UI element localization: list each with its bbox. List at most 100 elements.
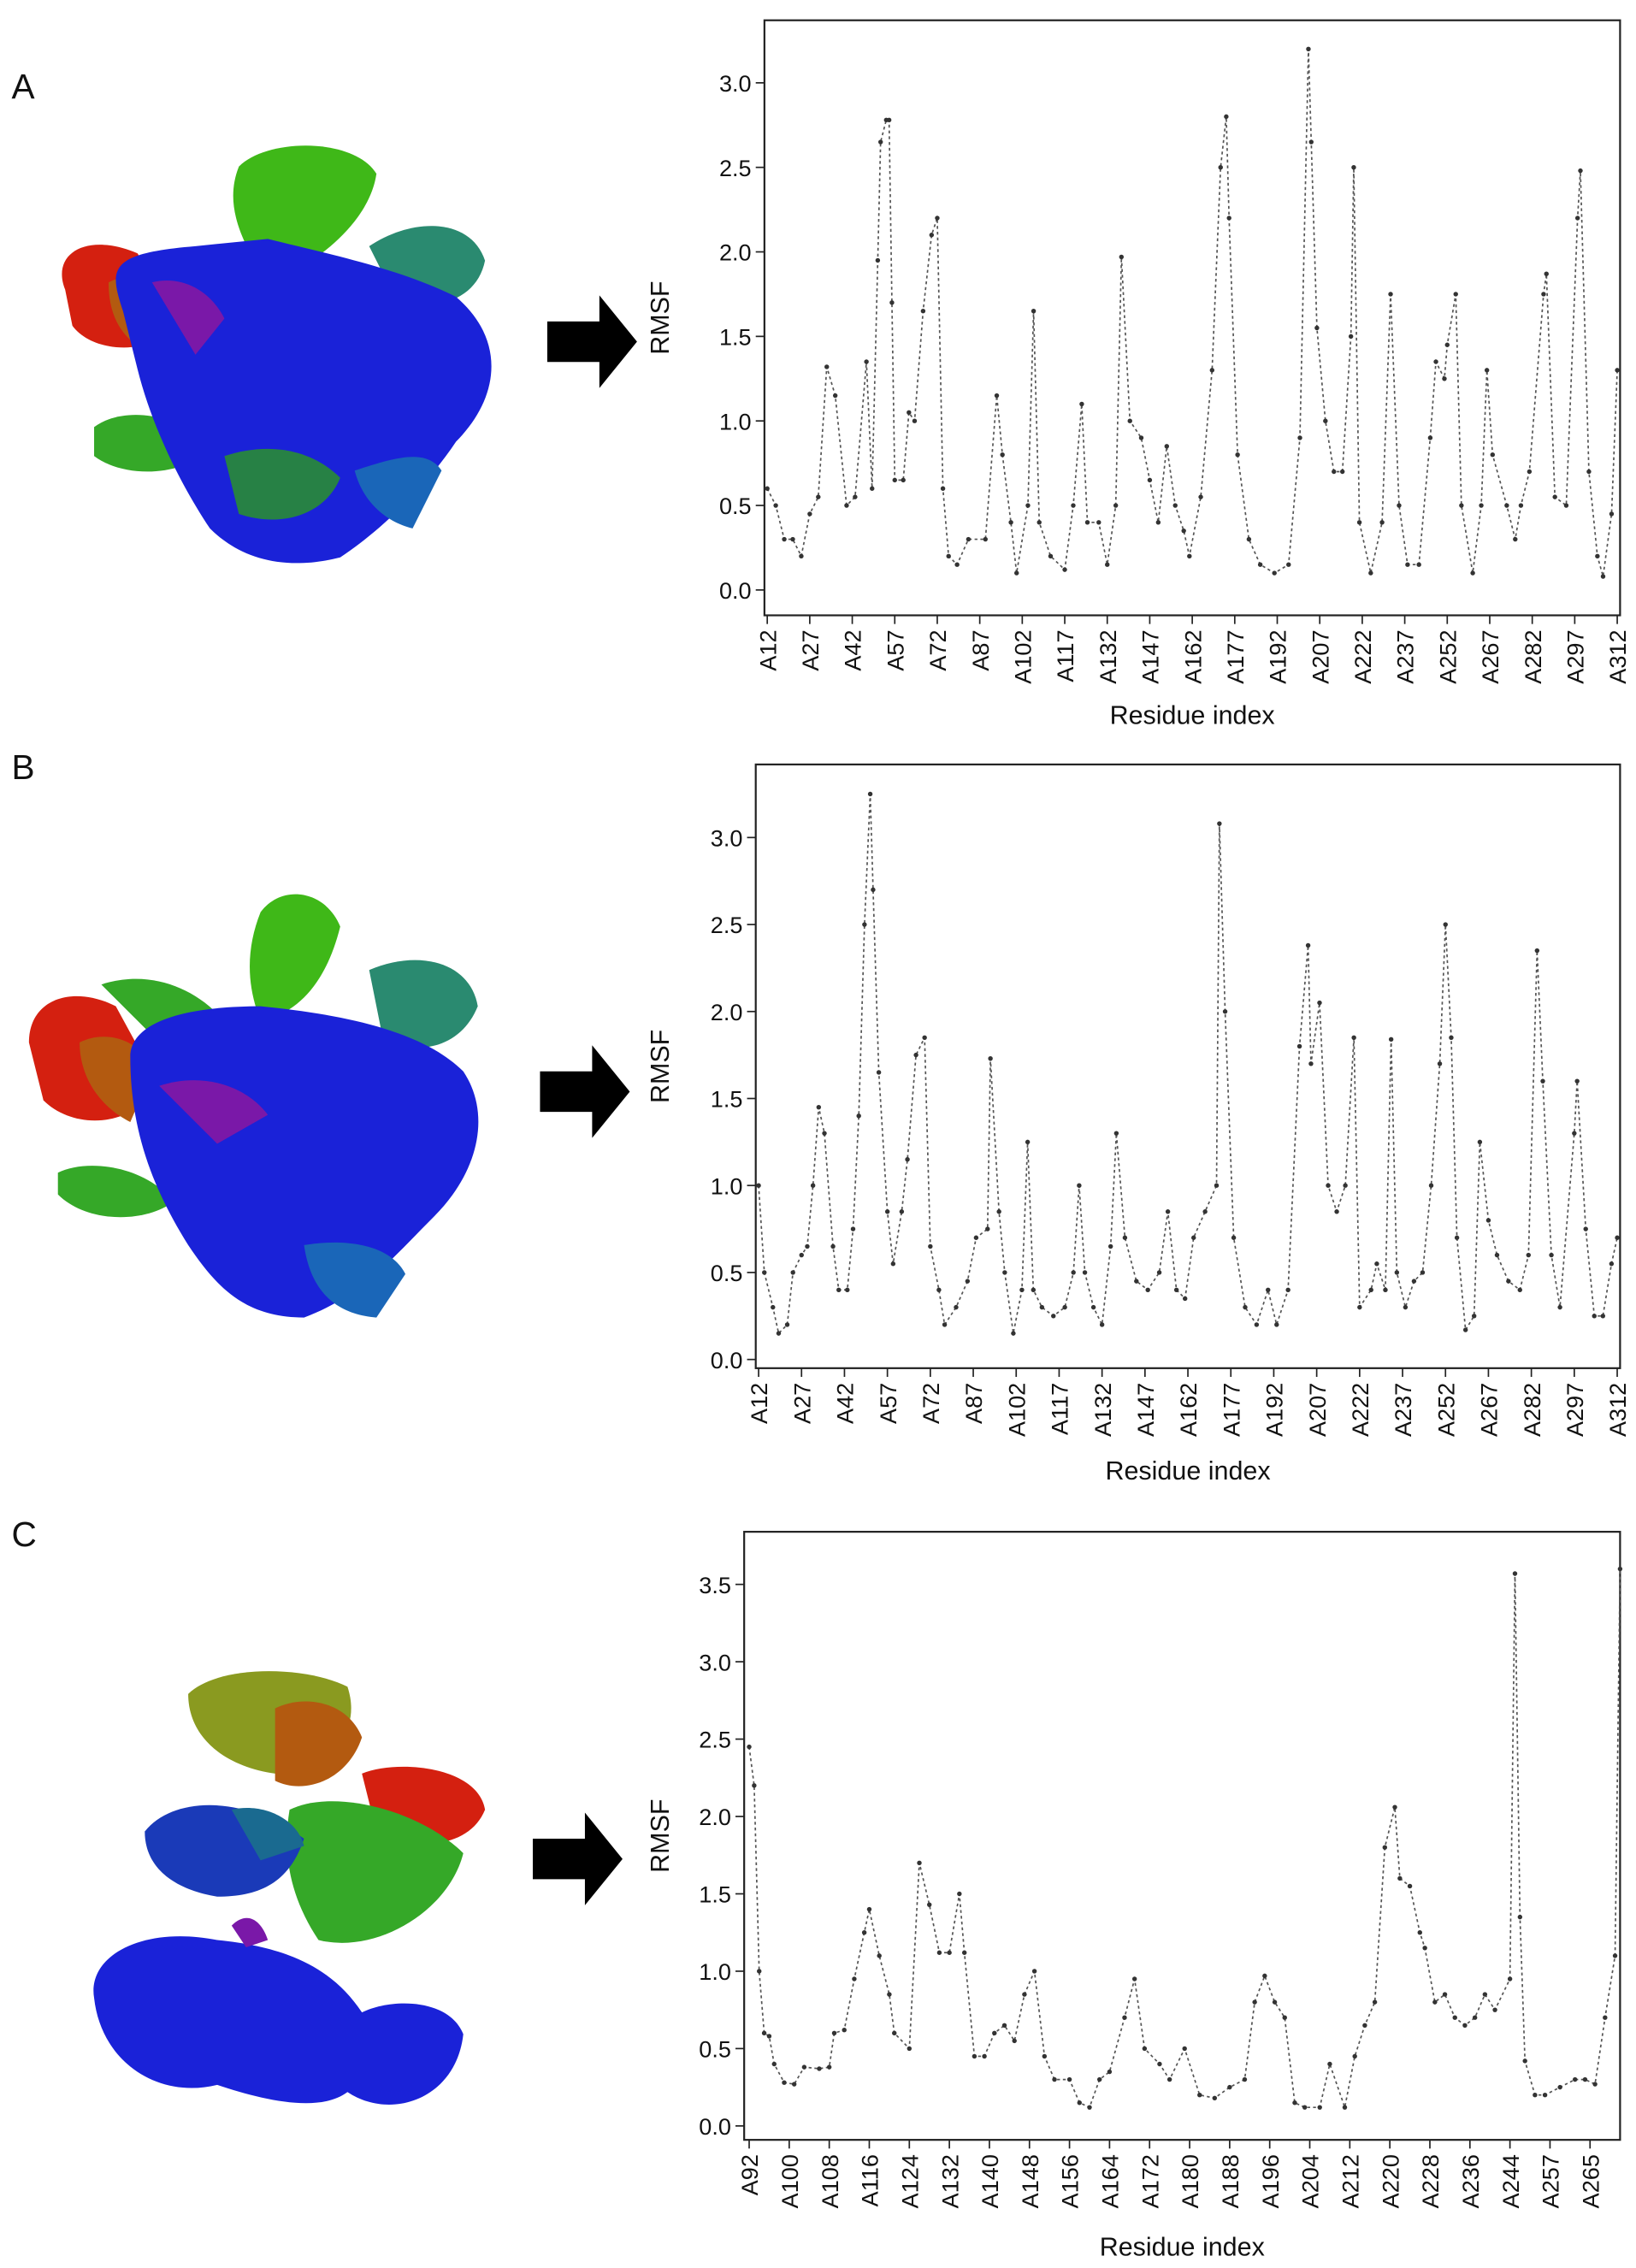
rmsf-point: [917, 1860, 922, 1866]
rmsf-point: [1462, 1327, 1468, 1332]
rmsf-point: [884, 1209, 890, 1214]
rmsf-point: [752, 1783, 757, 1788]
rmsf-point: [1485, 1218, 1491, 1223]
rmsf-point: [936, 1287, 942, 1292]
rmsf-point: [920, 309, 926, 314]
arrow-b: [540, 1045, 630, 1138]
rmsf-point: [1122, 1235, 1128, 1240]
rmsf-point: [1517, 1287, 1522, 1292]
rmsf-point: [1420, 1270, 1426, 1275]
rmsf-point: [928, 1243, 933, 1249]
x-tick-label: A196: [1257, 2154, 1284, 2208]
rmsf-point: [1131, 1976, 1137, 1982]
y-tick-label: 0.0: [711, 1347, 743, 1373]
rmsf-point: [1428, 1183, 1434, 1188]
rmsf-point: [864, 359, 869, 364]
rmsf-point: [1254, 1322, 1260, 1327]
x-tick-label: A100: [777, 2154, 803, 2208]
rmsf-point: [1405, 562, 1410, 567]
rmsf-point: [1544, 271, 1549, 276]
x-tick-label: A212: [1337, 2154, 1363, 2208]
x-tick-label: A116: [857, 2154, 883, 2206]
rmsf-point: [1586, 469, 1592, 475]
rmsf-point: [1087, 2105, 1092, 2110]
x-tick-label: A108: [817, 2154, 843, 2208]
rmsf-point: [1582, 2076, 1588, 2082]
rmsf-point: [1417, 1930, 1422, 1935]
rmsf-point: [1266, 1287, 1271, 1292]
rmsf-point: [1484, 368, 1490, 373]
rmsf-point: [1096, 2076, 1102, 2082]
rmsf-point: [771, 1304, 776, 1310]
rmsf-point: [1107, 2069, 1113, 2075]
rmsf-point: [1343, 1183, 1348, 1188]
rmsf-point: [1442, 1992, 1448, 1997]
rmsf-point: [1172, 503, 1178, 508]
y-tick-label: 0.0: [719, 577, 752, 604]
rmsf-point: [1173, 1287, 1179, 1292]
rmsf-line: [766, 49, 1618, 577]
rmsf-point: [816, 494, 821, 499]
y-tick-label: 1.5: [719, 324, 752, 351]
rmsf-point: [1272, 570, 1277, 576]
rmsf-point: [1105, 562, 1110, 567]
x-tick-label: A27: [788, 1383, 815, 1424]
rmsf-point: [907, 2046, 912, 2052]
rmsf-point: [830, 1243, 836, 1249]
rmsf-point: [836, 1287, 842, 1292]
rmsf-point: [810, 1183, 816, 1188]
rmsf-point: [844, 503, 849, 508]
rmsf-point: [1008, 520, 1013, 525]
x-tick-label: A140: [977, 2154, 1003, 2208]
rmsf-point: [1202, 1209, 1208, 1214]
rmsf-point: [1224, 114, 1229, 120]
rmsf-point: [947, 1950, 952, 1955]
x-tick-label: A102: [1003, 1383, 1030, 1437]
rmsf-point: [1595, 553, 1600, 559]
rmsf-point: [942, 1322, 948, 1327]
rmsf-point: [1282, 2015, 1287, 2020]
rmsf-point: [886, 117, 892, 123]
rmsf-point: [1615, 1235, 1620, 1240]
rmsf-point: [1603, 2015, 1608, 2020]
rmsf-point: [1147, 477, 1153, 483]
rmsf-point: [747, 1744, 752, 1750]
rmsf-point: [1323, 418, 1328, 423]
rmsf-point: [1181, 528, 1186, 534]
rmsf-point: [790, 1270, 795, 1275]
rmsf-point: [1084, 520, 1090, 525]
x-tick-label: A164: [1097, 2154, 1124, 2208]
rmsf-point: [1557, 1304, 1562, 1310]
rmsf-point: [1522, 2058, 1527, 2064]
x-tick-label: A12: [754, 629, 781, 670]
rmsf-point: [1453, 292, 1458, 297]
y-tick-label: 2.5: [711, 912, 743, 938]
rmsf-point: [1142, 2046, 1148, 2052]
x-tick-label: A148: [1017, 2154, 1043, 2208]
rmsf-point: [1285, 1287, 1290, 1292]
rmsf-point: [1342, 2105, 1348, 2110]
rmsf-point: [1351, 1035, 1356, 1040]
rmsf-point: [1449, 1035, 1454, 1040]
x-tick-label: A237: [1390, 1383, 1416, 1437]
rmsf-point: [757, 1969, 762, 1974]
y-tick-label: 2.5: [719, 155, 752, 181]
rmsf-point: [1082, 1270, 1088, 1275]
rmsf-point: [1470, 570, 1475, 576]
rmsf-point: [1127, 418, 1132, 423]
x-tick-label: A177: [1222, 629, 1249, 683]
x-tick-label: A147: [1137, 629, 1164, 683]
rmsf-point: [1592, 2082, 1598, 2087]
rmsf-point: [816, 1104, 822, 1110]
rmsf-point: [1022, 1992, 1027, 1997]
rmsf-point: [1025, 503, 1031, 508]
rmsf-point: [776, 1331, 782, 1336]
rmsf-point: [983, 536, 988, 542]
rmsf-point: [1039, 1304, 1045, 1310]
y-tick-label: 2.0: [719, 239, 752, 266]
x-tick-label: A102: [1009, 629, 1036, 683]
rmsf-point: [1506, 1279, 1511, 1284]
rmsf-point: [852, 1976, 857, 1982]
rmsf-point: [972, 2053, 977, 2059]
rmsf-point: [936, 1950, 942, 1955]
